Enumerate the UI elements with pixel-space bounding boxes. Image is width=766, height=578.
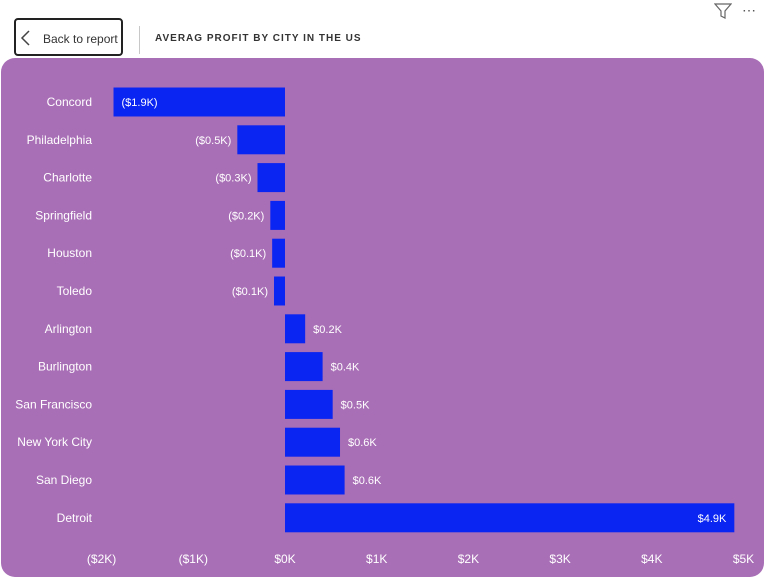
more-options-icon[interactable]: ⋯: [742, 2, 757, 18]
category-label: Detroit: [57, 511, 93, 525]
data-label: $4.9K: [698, 513, 727, 525]
bar[interactable]: [272, 238, 285, 268]
bar[interactable]: [285, 352, 323, 382]
data-label: $0.5K: [341, 399, 370, 411]
chevron-left-icon: [20, 30, 30, 46]
data-label: ($0.2K): [228, 210, 264, 222]
bar[interactable]: [113, 87, 285, 117]
category-label: Charlotte: [43, 171, 92, 185]
data-label: ($0.1K): [232, 286, 268, 298]
data-label: ($0.3K): [215, 173, 251, 185]
data-label: ($1.9K): [122, 97, 158, 109]
bar[interactable]: [237, 125, 285, 155]
back-button-label: Back to report: [43, 32, 118, 46]
x-tick-label: $4K: [641, 552, 662, 566]
category-label: Concord: [47, 95, 92, 109]
x-tick-label: ($2K): [87, 552, 116, 566]
category-label: Toledo: [57, 284, 93, 298]
x-tick-label: $5K: [733, 552, 754, 566]
x-tick-label: $1K: [366, 552, 387, 566]
bar[interactable]: [285, 389, 333, 419]
data-label: ($0.5K): [195, 135, 231, 147]
filter-icon[interactable]: [714, 3, 732, 19]
header-divider: [139, 26, 140, 54]
x-tick-label: $0K: [274, 552, 295, 566]
bar[interactable]: [285, 503, 735, 533]
category-label: Philadelphia: [27, 133, 93, 147]
category-label: Burlington: [38, 360, 92, 374]
category-label: Arlington: [45, 322, 92, 336]
data-label: ($0.1K): [230, 248, 266, 260]
report-header: Back to report AVERAG PROFIT BY CITY IN …: [0, 0, 766, 58]
category-label: San Francisco: [15, 397, 92, 411]
bar[interactable]: [257, 163, 285, 193]
bar[interactable]: [270, 200, 285, 230]
data-label: $0.6K: [348, 437, 377, 449]
chart-panel: [1, 58, 764, 577]
bar[interactable]: [273, 276, 285, 306]
chart-title: AVERAG PROFIT BY CITY IN THE US: [155, 33, 362, 44]
x-tick-label: $3K: [549, 552, 570, 566]
bar[interactable]: [285, 465, 345, 495]
back-to-report-button[interactable]: Back to report: [14, 18, 123, 56]
x-tick-label: $2K: [458, 552, 479, 566]
category-label: San Diego: [36, 473, 92, 487]
bar[interactable]: [285, 314, 306, 344]
data-label: $0.6K: [353, 475, 382, 487]
x-tick-label: ($1K): [179, 552, 208, 566]
data-label: $0.2K: [313, 324, 342, 336]
data-label: $0.4K: [331, 362, 360, 374]
category-label: Houston: [47, 246, 92, 260]
category-label: New York City: [17, 435, 92, 449]
bar[interactable]: [285, 427, 341, 457]
category-label: Springfield: [35, 208, 92, 222]
